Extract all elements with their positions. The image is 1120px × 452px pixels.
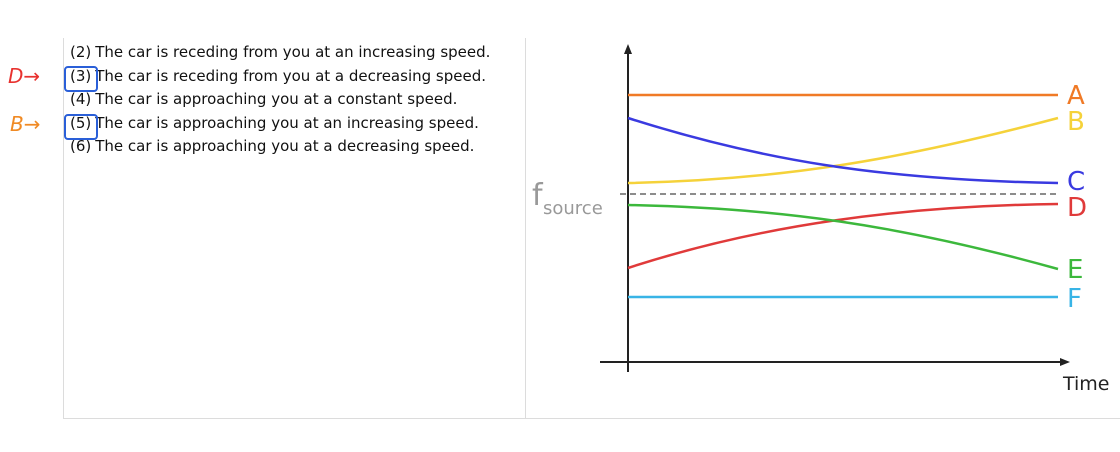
curve-label-d: D <box>1067 193 1087 223</box>
question-panel <box>63 38 1120 419</box>
curve-label-b: B <box>1067 107 1085 137</box>
statement-2: (2) The car is receding from you at an in… <box>70 41 490 65</box>
curve-c <box>627 116 1059 185</box>
statement-4: (4) The car is approaching you at a const… <box>70 88 490 112</box>
f-source-subscript: source <box>543 198 603 219</box>
statement-number: (5) <box>70 113 92 132</box>
statement-3: (3) The car is receding from you at a dec… <box>70 65 490 89</box>
panel-divider <box>525 38 526 418</box>
y-axis-arrow <box>624 44 632 54</box>
curve-label-f: F <box>1067 284 1082 314</box>
statement-number: (2) <box>70 43 92 61</box>
handwritten-annotation-b: B→ <box>10 112 41 136</box>
statement-text: The car is approaching you at a decreasi… <box>95 137 475 155</box>
statement-list: (2) The car is receding from you at an in… <box>70 41 490 159</box>
statement-number: (3) <box>70 66 92 85</box>
curve-label-a: A <box>1067 81 1085 111</box>
f-source-label: f <box>532 178 544 213</box>
curve-e <box>627 203 1059 271</box>
handwritten-box-3 <box>64 66 98 92</box>
statement-text: The car is receding from you at a decrea… <box>95 66 486 85</box>
statement-text: The car is approaching you at a constant… <box>95 90 458 108</box>
statement-number: (4) <box>70 90 92 108</box>
curve-label-c: C <box>1067 167 1085 197</box>
statement-5: (5) The car is approaching you at an incr… <box>70 112 490 136</box>
statement-text: The car is approaching you at an increas… <box>95 113 479 132</box>
statement-text: The car is receding from you at an incre… <box>95 43 491 61</box>
curve-b <box>627 116 1059 185</box>
x-axis-arrow <box>1060 358 1070 366</box>
curve-label-e: E <box>1067 255 1083 285</box>
handwritten-box-5 <box>64 114 98 140</box>
statement-6: (6) The car is approaching you at a decre… <box>70 135 490 159</box>
curve-d <box>627 202 1059 270</box>
x-axis-label: Time <box>1062 373 1110 395</box>
handwritten-annotation-d: D→ <box>8 64 41 88</box>
statement-number: (6) <box>70 137 92 155</box>
